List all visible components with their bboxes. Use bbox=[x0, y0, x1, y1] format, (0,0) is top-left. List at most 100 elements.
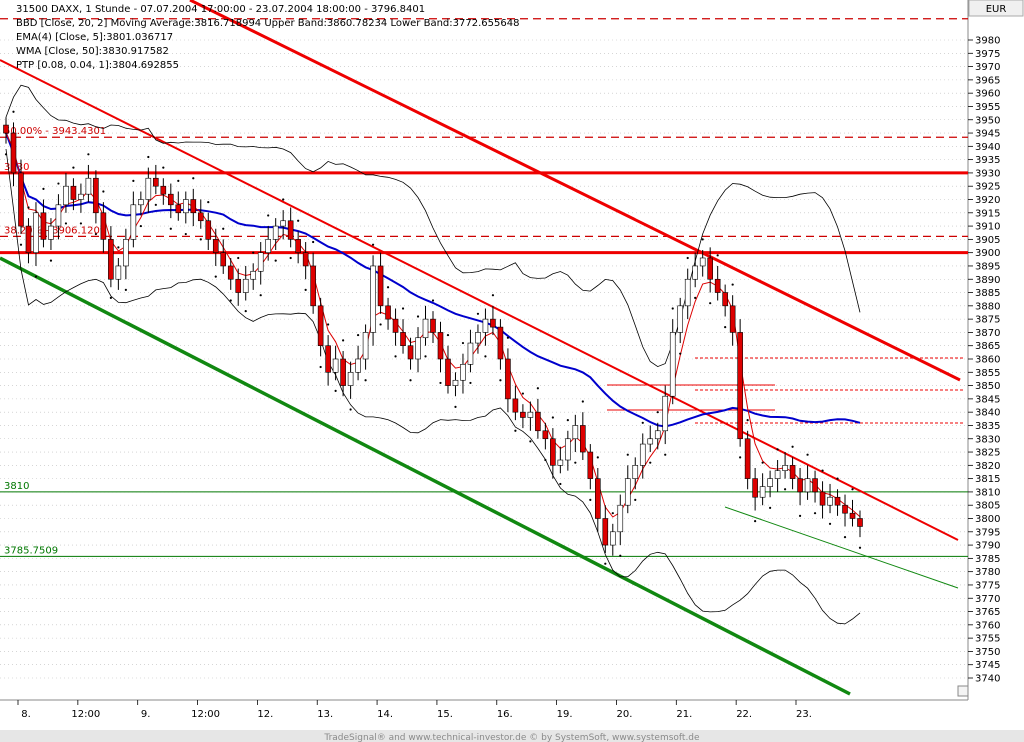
ptp-dot bbox=[484, 355, 487, 358]
ptp-dot bbox=[169, 227, 172, 230]
candle-body bbox=[527, 411, 534, 418]
legend-entry: BBD [Close, 20, 2] Moving Average:3816.7… bbox=[16, 18, 519, 29]
y-tick-label: 3850 bbox=[975, 381, 1000, 392]
candle-body bbox=[737, 332, 743, 440]
ptp-dot bbox=[267, 214, 270, 217]
candle-body bbox=[130, 204, 137, 240]
candle-body bbox=[250, 270, 257, 280]
candle-body bbox=[699, 257, 706, 267]
candle-body bbox=[100, 212, 107, 240]
ptp-dot bbox=[79, 222, 83, 225]
x-tick-label: 16. bbox=[497, 709, 513, 720]
y-tick-label: 3845 bbox=[975, 394, 1000, 405]
candle-body bbox=[692, 265, 698, 280]
ptp-dot bbox=[386, 286, 390, 289]
candle-body bbox=[242, 278, 249, 293]
candle-body bbox=[18, 172, 24, 227]
candle-body bbox=[722, 292, 728, 307]
ptp-dot bbox=[297, 219, 300, 222]
candle-body bbox=[752, 478, 758, 498]
candle-body bbox=[48, 225, 54, 240]
chart-title: 31500 DAXX, 1 Stunde - 07.07.2004 17:00:… bbox=[16, 4, 425, 15]
candle-body bbox=[123, 239, 129, 267]
y-tick-label: 3870 bbox=[975, 328, 1000, 339]
currency-box bbox=[968, 0, 1024, 17]
ptp-dot bbox=[596, 456, 599, 459]
ptp-dot bbox=[813, 512, 817, 515]
candle-body bbox=[617, 504, 624, 533]
candle-body bbox=[257, 252, 264, 272]
ptp-dot bbox=[409, 379, 412, 382]
bollinger-upper bbox=[5, 84, 861, 368]
ptp-dot bbox=[356, 333, 360, 337]
ptp-dot bbox=[716, 254, 719, 257]
ptp-dot bbox=[446, 333, 450, 337]
resize-handle[interactable] bbox=[957, 685, 969, 697]
ptp-dot bbox=[806, 453, 809, 456]
y-tick-label: 3960 bbox=[975, 89, 1000, 100]
candle-body bbox=[797, 478, 803, 493]
ptp-dot bbox=[19, 243, 23, 246]
currency-label: EUR bbox=[986, 4, 1007, 15]
legend: 31500 DAXX, 1 Stunde - 07.07.2004 17:00:… bbox=[16, 4, 519, 71]
candle-body bbox=[138, 199, 144, 206]
y-tick-label: 3760 bbox=[975, 620, 1000, 631]
ptp-dot bbox=[34, 275, 38, 278]
y-tick-label: 3785 bbox=[975, 554, 1000, 565]
candle-body bbox=[332, 358, 339, 373]
ptp-dot bbox=[836, 477, 839, 480]
trend-line-upper bbox=[189, 0, 961, 382]
ptp-dot bbox=[4, 153, 8, 156]
ptp-dot bbox=[364, 379, 367, 382]
level-label: 3930 bbox=[4, 162, 29, 173]
x-tick-label: 23. bbox=[796, 709, 812, 720]
x-tick-label: 12:00 bbox=[71, 709, 100, 720]
candle-body bbox=[340, 358, 346, 386]
candle-body bbox=[759, 486, 766, 498]
y-tick-label: 3890 bbox=[975, 275, 1000, 286]
ptp-dot bbox=[783, 488, 787, 491]
ptp-dot bbox=[177, 179, 180, 182]
ptp-dot bbox=[574, 461, 577, 464]
candle-body bbox=[235, 278, 242, 293]
trend-line-short bbox=[724, 506, 959, 589]
ptp-dot bbox=[154, 203, 157, 206]
ptp-dot bbox=[469, 381, 472, 385]
candle-body bbox=[452, 379, 459, 386]
y-tick-label: 3915 bbox=[975, 208, 1000, 219]
y-tick-label: 3805 bbox=[975, 501, 1000, 512]
ptp-dot bbox=[529, 440, 532, 443]
ptp-dot bbox=[431, 299, 435, 302]
grid-layer bbox=[0, 39, 968, 679]
level-label: 3810 bbox=[4, 481, 29, 492]
legend-entry: EMA(4) [Close, 5]:3801.036717 bbox=[16, 32, 173, 43]
y-tick-label: 3855 bbox=[975, 368, 1000, 379]
ptp-dot bbox=[184, 232, 187, 236]
candle-body bbox=[587, 451, 594, 479]
candle-body bbox=[317, 305, 324, 347]
ptp-dot bbox=[259, 294, 262, 297]
ptp-dot bbox=[162, 166, 165, 169]
ptp-dot bbox=[821, 469, 824, 472]
y-tick-label: 3895 bbox=[975, 261, 1000, 272]
candle-body bbox=[602, 518, 609, 546]
ptp-dot bbox=[282, 198, 285, 201]
candle-body bbox=[505, 358, 511, 400]
ptp-dot bbox=[664, 453, 667, 456]
candle-body bbox=[490, 318, 496, 328]
y-tick-label: 3965 bbox=[975, 75, 1000, 86]
ptp-dot bbox=[634, 498, 637, 501]
footer-text: TradeSignal® and www.technical-investor.… bbox=[323, 733, 700, 742]
candle-body bbox=[33, 212, 39, 253]
candle-body bbox=[55, 204, 62, 227]
y-tick-label: 3750 bbox=[975, 647, 1000, 658]
candle-body bbox=[70, 185, 77, 200]
candle-body bbox=[662, 395, 669, 432]
candle-body bbox=[624, 478, 631, 506]
ptp-dot bbox=[416, 315, 420, 318]
y-tick-label: 3800 bbox=[975, 514, 1000, 525]
y-tick-label: 3815 bbox=[975, 474, 1000, 485]
ptp-dot bbox=[769, 506, 772, 509]
ptp-dot bbox=[289, 256, 292, 260]
